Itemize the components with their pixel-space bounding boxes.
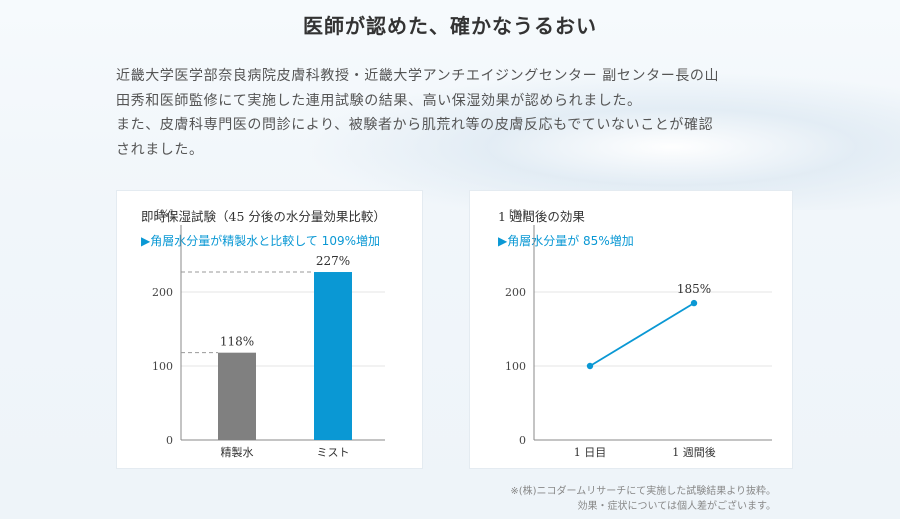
series-line — [589, 302, 695, 367]
y-tick-label: 100 — [505, 360, 526, 373]
panel-highlight: ▶角層水分量が精製水と比較して 109%増加 — [141, 234, 380, 248]
description-line: 田秀和医師監修にて実施した連用試験の結果、高い保湿効果が認められました。 — [116, 92, 642, 109]
y-tick-label: 0 — [519, 434, 526, 447]
description: 近畿大学医学部奈良病院皮膚科教授・近畿大学アンチエイジングセンター 副センター長… — [116, 64, 788, 162]
x-tick-label: 1 週間後 — [672, 445, 716, 459]
panel-title: 即時保湿試験（45 分後の水分量効果比較） — [141, 209, 386, 224]
footnote-line: 効果・症状については個人差がございます。 — [577, 501, 777, 512]
line-chart: [%] 0 100 200 1 日目 185% 1 週間後 — [505, 209, 772, 459]
x-tick-label: 精製水 — [221, 445, 254, 459]
footnote-line: ※(株)ニコダームリサーチにて実施した試験結果より抜粋。 — [510, 486, 776, 497]
data-point — [586, 362, 594, 370]
page-title: 医師が認めた、確かなうるおい — [303, 14, 597, 38]
data-point — [690, 299, 698, 307]
description-line: されました。 — [116, 141, 204, 158]
y-tick-label: 0 — [166, 434, 173, 447]
y-tick-label: 200 — [505, 286, 526, 299]
panel-highlight: ▶角層水分量が 85%増加 — [498, 234, 634, 248]
point-value-label: 185% — [677, 282, 711, 296]
moisture-test-panel: 即時保湿試験（45 分後の水分量効果比較） ▶角層水分量が精製水と比較して 10… — [116, 190, 423, 469]
panel-title: 1 週間後の効果 — [498, 209, 585, 224]
description-line: また、皮膚科専門医の問診により、被験者から肌荒れ等の皮膚反応もでていないことが確… — [116, 117, 714, 133]
y-tick-label: 200 — [152, 286, 173, 299]
bar — [314, 272, 352, 440]
bar-chart: [%] 0 100 200 118% 精製水 227% ミスト — [152, 209, 385, 459]
x-tick-label: 1 日目 — [574, 446, 607, 459]
bar — [218, 352, 256, 440]
y-unit-label: [%] — [156, 209, 173, 220]
description-line: 近畿大学医学部奈良病院皮膚科教授・近畿大学アンチエイジングセンター 副センター長… — [116, 68, 720, 84]
y-tick-label: 100 — [152, 360, 173, 373]
bar-value-label: 227% — [316, 254, 350, 268]
bar-value-label: 118% — [220, 335, 254, 349]
one-week-panel: 1 週間後の効果 ▶角層水分量が 85%増加 [%] 0 100 200 1 日目 185… — [469, 190, 793, 469]
footnote: ※(株)ニコダームリサーチにて実施した試験結果より抜粋。 効果・症状については個… — [510, 484, 776, 514]
y-unit-label: [%] — [509, 209, 526, 220]
x-tick-label: ミスト — [317, 446, 350, 459]
